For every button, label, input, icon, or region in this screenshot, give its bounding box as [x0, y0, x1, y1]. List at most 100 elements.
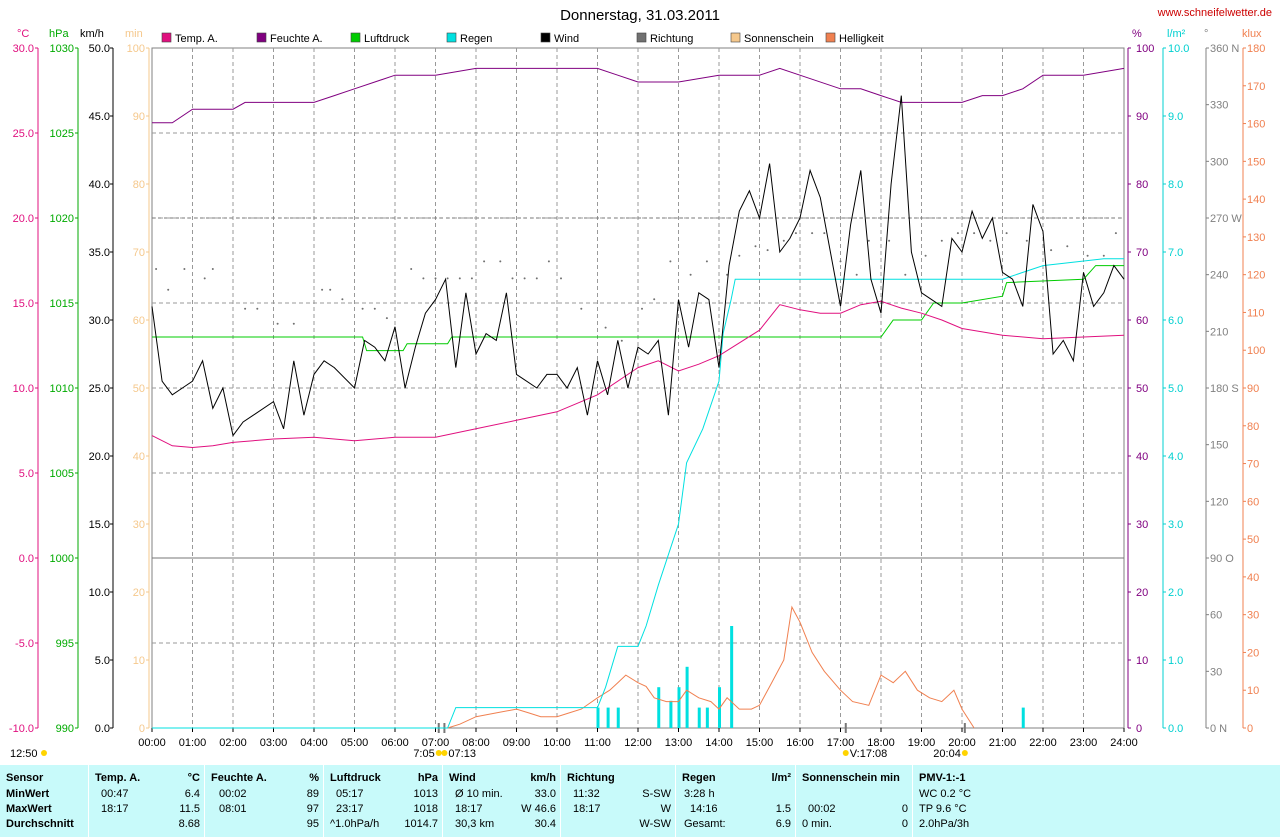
- pmv-header: PMV-1:-1: [919, 772, 966, 784]
- sunmin-axis-tick-label: 80: [133, 179, 145, 191]
- legend-swatch: [446, 32, 457, 43]
- direction-point: [244, 307, 247, 310]
- direction-axis-tick-label: 330: [1210, 100, 1228, 112]
- direction-point: [738, 254, 741, 257]
- direction-point: [782, 239, 785, 242]
- direction-point: [321, 288, 324, 291]
- time-tick-label: 05:00: [341, 737, 369, 749]
- temp-unit: °C: [187, 772, 200, 784]
- direction-point: [811, 232, 814, 235]
- rain-header: Regen: [682, 772, 716, 784]
- time-tick-label: 00:00: [138, 737, 166, 749]
- direction-point: [341, 298, 344, 301]
- rain-bar: [596, 707, 600, 728]
- wind-axis-tick-label: 0.0: [95, 723, 110, 735]
- direction-point: [256, 307, 259, 310]
- direction-axis-tick-label: 210: [1210, 326, 1228, 338]
- rain-unit: l/m²: [771, 772, 791, 784]
- press-header: Luftdruck: [330, 772, 381, 784]
- sun-marker-label: V:17:08: [850, 748, 888, 760]
- pressure-axis-tick-label: 1015: [50, 298, 74, 310]
- legend-label: Regen: [460, 33, 492, 45]
- rain-axis-tick-label: 9.0: [1168, 111, 1183, 123]
- temp-axis-tick-label: 15.0: [13, 298, 34, 310]
- direction-point: [620, 339, 623, 342]
- wind-axis-tick-label: 25.0: [89, 383, 110, 395]
- rain-total-line: [152, 258, 1124, 729]
- temp-axis-tick-label: 5.0: [19, 468, 34, 480]
- direction-point: [1005, 232, 1008, 235]
- direction-point: [547, 260, 550, 263]
- site-link[interactable]: www.schneifelwetter.de: [1157, 7, 1272, 19]
- lux-axis-tick-label: 80: [1247, 421, 1259, 433]
- direction-point: [373, 307, 376, 310]
- direction-point: [361, 307, 364, 310]
- wind-min-label: Ø 10 min.: [455, 788, 503, 800]
- legend-swatch: [161, 32, 172, 43]
- wind-axis-tick-label: 30.0: [89, 315, 110, 327]
- humidity-axis-tick-label: 90: [1136, 111, 1148, 123]
- temp-axis-tick-label: -10.0: [9, 723, 34, 735]
- rain-total-label: Gesamt:: [684, 818, 726, 830]
- direction-point: [1066, 245, 1069, 248]
- temp-min-value: 6.4: [184, 788, 200, 800]
- dir-header: Richtung: [567, 772, 615, 784]
- direction-point: [973, 232, 976, 235]
- direction-axis-tick-label: 180 S: [1210, 383, 1239, 395]
- lux-axis-tick-label: 30: [1247, 610, 1259, 622]
- sunmin-axis-tick-label: 30: [133, 519, 145, 531]
- direction-point: [1114, 232, 1117, 235]
- direction-point: [705, 260, 708, 263]
- direction-point: [641, 307, 643, 310]
- humidity-axis-tick-label: 100: [1136, 43, 1154, 55]
- direction-point: [940, 239, 943, 242]
- legend-swatch: [730, 32, 741, 43]
- brightness-line: [447, 605, 975, 729]
- direction-axis-tick-label: 240: [1210, 270, 1228, 282]
- direction-point: [669, 260, 672, 263]
- pressure-axis-tick-label: 995: [56, 638, 74, 650]
- time-tick-label: 17:00: [827, 737, 855, 749]
- press-max-time: 23:17: [336, 803, 364, 815]
- pressure-axis-tick-label: 1005: [50, 468, 74, 480]
- humidity-axis-tick-label: 70: [1136, 247, 1148, 259]
- sunmin-axis-tick-label: 100: [127, 43, 145, 55]
- rain-bar: [677, 687, 681, 728]
- stats-sensor-col: Sensor MinWert MaxWert Durchschnitt: [0, 765, 88, 837]
- sunmin-axis-tick-label: 90: [133, 111, 145, 123]
- temp-axis-tick-label: 0.0: [19, 553, 34, 565]
- direction-point: [1086, 254, 1089, 257]
- direction-point: [1050, 249, 1053, 252]
- direction-axis-tick-label: 270 W: [1210, 213, 1242, 225]
- direction-point: [499, 260, 502, 263]
- wind-axis-tick-label: 15.0: [89, 519, 110, 531]
- direction-point: [754, 245, 757, 248]
- direction-point: [794, 232, 797, 235]
- legend-swatch: [256, 32, 267, 43]
- lux-axis-tick-label: 40: [1247, 572, 1259, 584]
- sun-marker-icon: [435, 750, 442, 756]
- direction-point: [410, 268, 413, 270]
- legend-swatch: [636, 32, 647, 43]
- sun-marker-label: 20:04: [933, 748, 961, 760]
- direction-point: [511, 277, 514, 280]
- time-tick-label: 06:00: [381, 737, 409, 749]
- sun-max-value: 0: [901, 803, 908, 815]
- hum-max-value: 97: [306, 803, 319, 815]
- legend: Temp. A. Feuchte A. Luftdruck Regen Wind Rich…: [161, 32, 884, 45]
- direction-point: [580, 307, 583, 310]
- lux-axis-tick-label: 100: [1247, 345, 1265, 357]
- axis-unit: hPa: [49, 28, 69, 40]
- direction-point: [823, 232, 826, 235]
- dir-min-time: 11:32: [573, 788, 600, 800]
- rain-bar: [1021, 707, 1025, 728]
- stats-rain-col: Regen l/m² 3:28 h 14:16 1.5 Gesamt: 6.9: [676, 765, 795, 837]
- axis-unit: min: [125, 28, 143, 40]
- sensor-header: Sensor: [6, 772, 44, 784]
- direction-point: [183, 268, 186, 270]
- time-tick-label: 21:00: [989, 737, 1017, 749]
- time-tick-label: 12:00: [624, 737, 652, 749]
- humidity-line: [152, 67, 1125, 124]
- plot-area: [151, 67, 1125, 729]
- temp-axis-tick-label: 30.0: [13, 43, 34, 55]
